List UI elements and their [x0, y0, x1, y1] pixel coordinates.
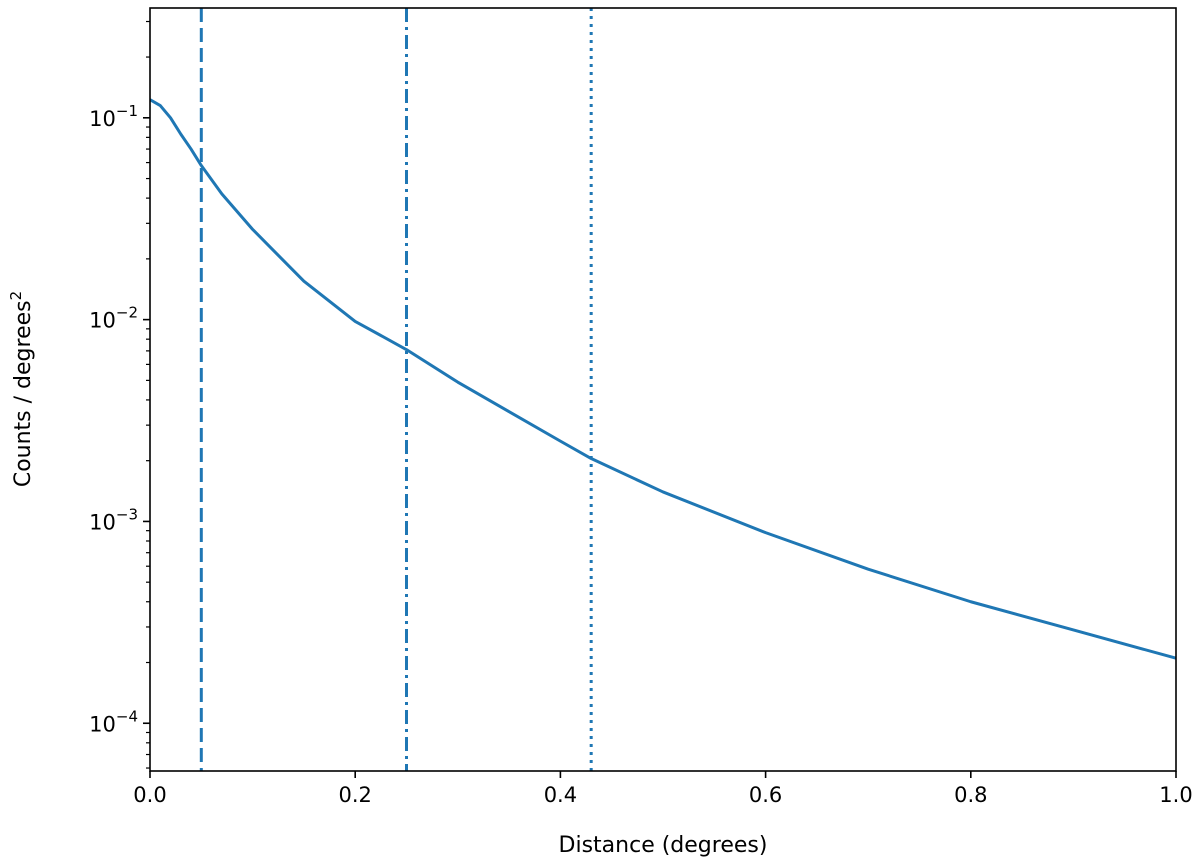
x-tick-label: 0.2 [338, 783, 371, 807]
reference-lines [199, 8, 593, 771]
x-tick-label: 0.4 [544, 783, 577, 807]
y-tick-label: 10−4 [89, 707, 138, 736]
x-axis-label: Distance (degrees) [559, 833, 768, 858]
y-tick-label: 10−2 [89, 304, 138, 333]
x-axis: 0.0 0.2 0.4 0.6 0.8 1.0 [133, 771, 1193, 807]
series-layer [150, 98, 1176, 660]
y-axis-label-text: Counts / degrees [11, 300, 36, 487]
y-axis-label-superscript: 2 [7, 291, 25, 301]
x-tick-label: 0.0 [133, 783, 166, 807]
x-tick-label: 1.0 [1159, 783, 1192, 807]
y-tick-label: 10−1 [89, 102, 138, 131]
x-tick-label: 0.8 [954, 783, 987, 807]
y-axis: 10−1 10−2 10−3 10−4 [89, 20, 150, 769]
plot-frame [149, 7, 1177, 772]
series-line [150, 98, 1176, 660]
x-tick-label: 0.6 [749, 783, 782, 807]
y-axis-label: Counts / degrees2 [7, 291, 36, 487]
y-tick-label: 10−3 [89, 505, 138, 534]
